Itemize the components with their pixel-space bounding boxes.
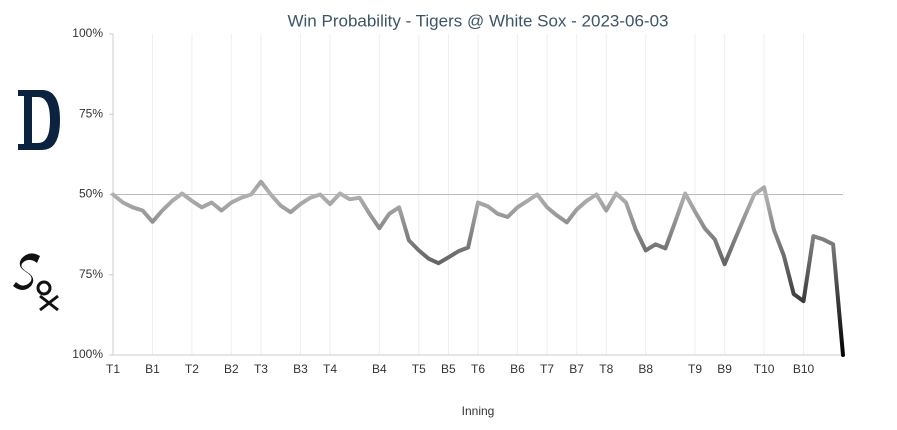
x-tick-label: T2 — [185, 362, 199, 376]
x-tick-label: B3 — [293, 362, 308, 376]
x-tick-label: T6 — [471, 362, 485, 376]
x-tick-label: B7 — [569, 362, 584, 376]
win-probability-line — [111, 179, 845, 357]
x-tick-label: T3 — [254, 362, 268, 376]
x-tick-label: B5 — [441, 362, 456, 376]
x-tick-label: T7 — [540, 362, 554, 376]
x-tick-label: T8 — [599, 362, 613, 376]
x-tick-label: B4 — [372, 362, 387, 376]
x-tick-label: B2 — [224, 362, 239, 376]
y-tick-label: 100% — [72, 347, 103, 361]
x-tick-label: T1 — [106, 362, 120, 376]
x-tick-label: B1 — [145, 362, 160, 376]
y-tick-label: 100% — [72, 26, 103, 40]
x-axis-label: Inning — [462, 404, 495, 418]
x-tick-label: T10 — [754, 362, 775, 376]
x-tick-label: B8 — [638, 362, 653, 376]
chart-title: Win Probability - Tigers @ White Sox - 2… — [287, 11, 668, 30]
x-tick-label: T5 — [412, 362, 426, 376]
x-tick-label: B6 — [510, 362, 525, 376]
x-tick-label: B10 — [793, 362, 815, 376]
x-tick-label: T4 — [323, 362, 337, 376]
tigers-logo — [18, 90, 60, 150]
y-tick-label: 75% — [79, 267, 103, 281]
x-tick-label: B9 — [717, 362, 732, 376]
y-tick-label: 75% — [79, 106, 103, 120]
x-tick-label: T9 — [688, 362, 702, 376]
white-sox-logo — [13, 253, 59, 312]
y-tick-label: 50% — [79, 187, 103, 201]
